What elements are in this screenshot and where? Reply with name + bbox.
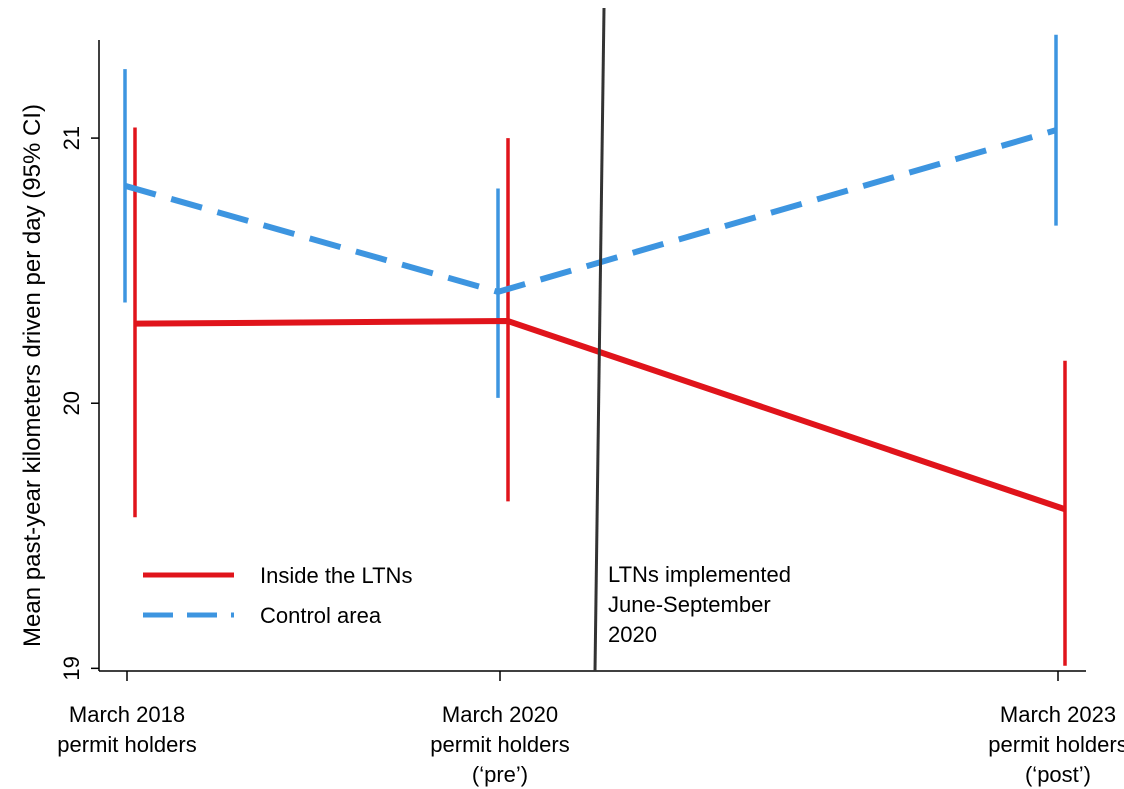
x-tick-label: permit holders xyxy=(57,732,196,757)
legend: Inside the LTNs Control area xyxy=(143,563,412,628)
x-tick-label: permit holders xyxy=(988,732,1124,757)
y-tick-label: 20 xyxy=(59,391,84,415)
implementation-annotation: LTNs implemented June-September 2020 xyxy=(608,562,791,647)
x-tick-label: March 2020 xyxy=(442,702,558,727)
x-tick-label: March 2018 xyxy=(69,702,185,727)
x-tick-label: permit holders xyxy=(430,732,569,757)
legend-label: Control area xyxy=(260,603,382,628)
x-tick-label: March 2023 xyxy=(1000,702,1116,727)
x-tick-label: (‘post’) xyxy=(1025,762,1091,787)
annotation-text: LTNs implemented xyxy=(608,562,791,587)
axes: 19 20 21 Mean past-year kilometers driven p… xyxy=(19,40,1124,787)
series-line xyxy=(134,318,1066,513)
implementation-line xyxy=(593,7,606,672)
y-tick-label: 19 xyxy=(59,656,84,680)
y-tick-label: 21 xyxy=(59,126,84,150)
series-line xyxy=(124,127,1057,295)
y-axis-label: Mean past-year kilometers driven per day… xyxy=(19,104,46,647)
annotation-text: 2020 xyxy=(608,622,657,647)
series-lines xyxy=(124,127,1066,513)
x-tick-label: (‘pre’) xyxy=(472,762,528,787)
annotation-text: June-September xyxy=(608,592,771,617)
legend-label: Inside the LTNs xyxy=(260,563,412,588)
